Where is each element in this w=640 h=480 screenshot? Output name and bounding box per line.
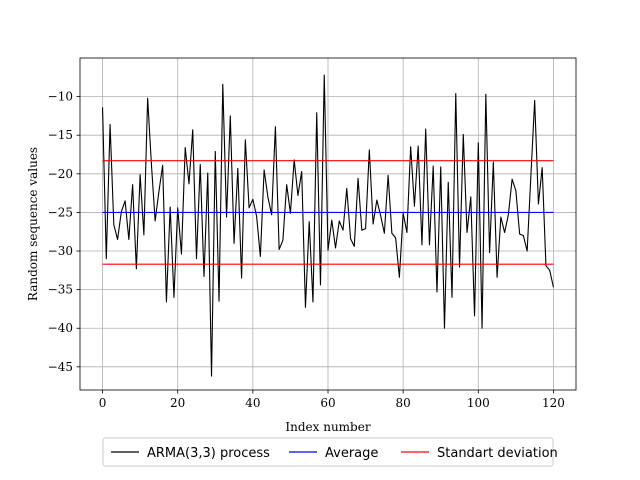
y-tick-label: −25 [48, 205, 73, 219]
y-tick-label: −35 [48, 283, 73, 297]
y-tick-label: −20 [48, 167, 73, 181]
y-axis-title: Random sequence values [26, 147, 40, 301]
x-tick-label: 100 [467, 396, 490, 410]
x-tick-label: 20 [170, 396, 185, 410]
plot-lines [102, 74, 554, 377]
axis-ticks: 0 20 40 60 80 100 120 −45 −40 −35 −30 −25 −20 −15 −10 [48, 90, 565, 410]
legend-label: ARMA(3,3) process [147, 446, 270, 461]
y-tick-label: −45 [48, 360, 73, 374]
x-tick-label: 80 [396, 396, 411, 410]
legend-label: Average [325, 446, 378, 461]
legend-box [102, 437, 554, 467]
x-axis-title: Index number [285, 420, 370, 434]
y-tick-label: −30 [48, 244, 73, 258]
x-tick-label: 0 [99, 396, 107, 410]
legend-label: Standart deviation [437, 446, 558, 461]
x-tick-label: 60 [320, 396, 335, 410]
x-tick-label: 40 [245, 396, 260, 410]
y-tick-label: −10 [48, 90, 73, 104]
series-line-0 [102, 74, 554, 377]
grid [80, 58, 576, 390]
y-tick-label: −40 [48, 321, 73, 335]
y-tick-label: −15 [48, 128, 73, 142]
legend: ARMA(3,3) process Average Standart deviati… [102, 437, 558, 467]
x-tick-label: 120 [542, 396, 565, 410]
